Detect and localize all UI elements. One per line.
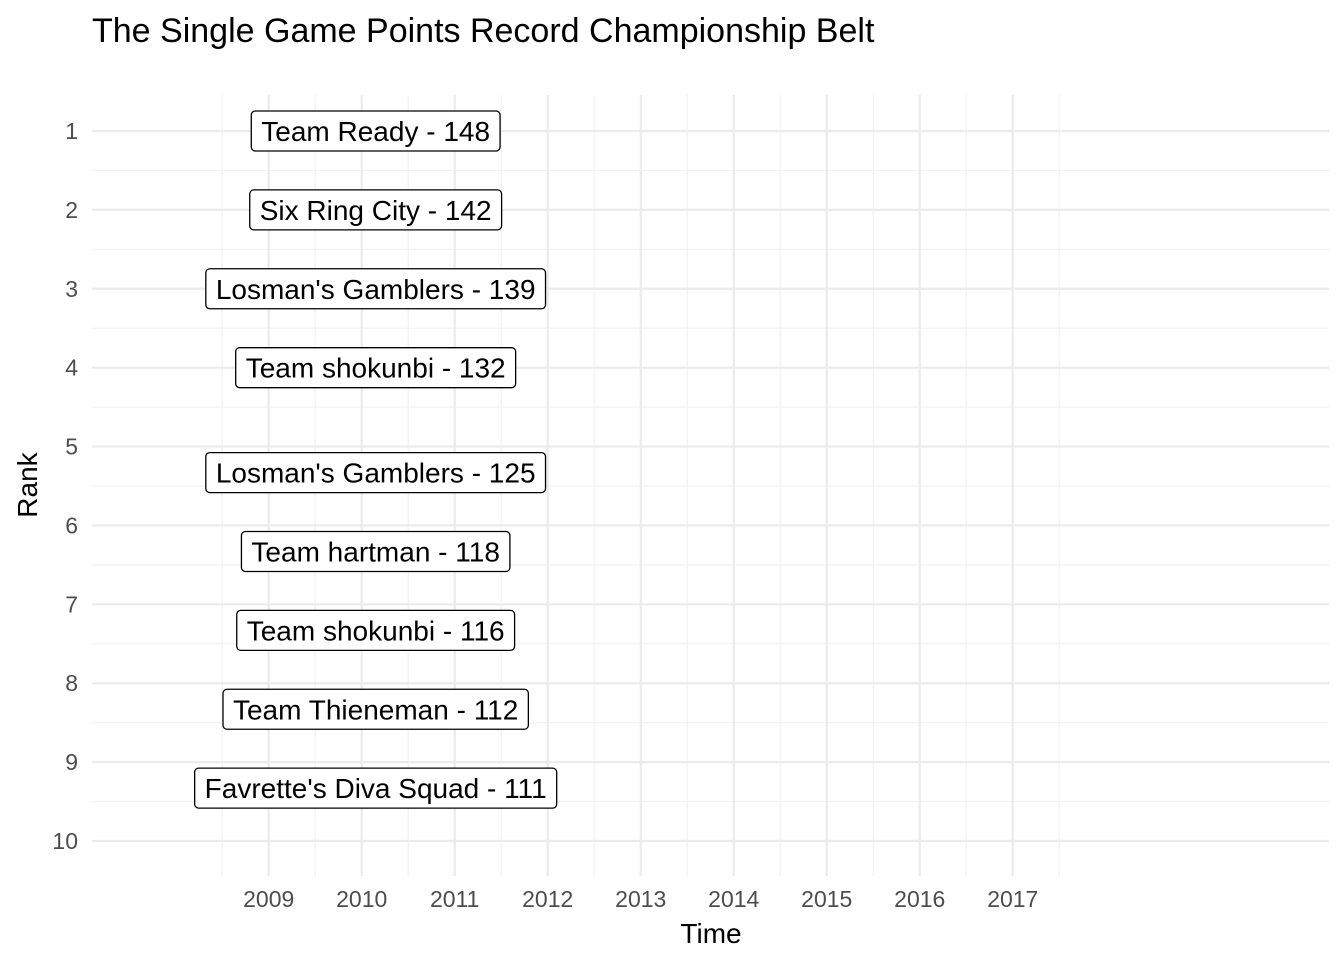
- record-label: Team shokunbi - 132: [235, 347, 517, 389]
- grid-lines: [92, 95, 1329, 876]
- record-label-box: [240, 530, 511, 573]
- y-tick-label: 5: [65, 434, 78, 460]
- y-tick-label: 1: [65, 118, 78, 144]
- y-tick-label: 10: [52, 828, 78, 854]
- record-label-text: Favrette's Diva Squad - 111: [205, 773, 547, 804]
- x-tick-label: 2012: [522, 886, 573, 912]
- record-label-text: Losman's Gamblers - 125: [216, 458, 536, 489]
- record-label: Losman's Gamblers - 139: [205, 268, 547, 310]
- record-label: Team shokunbi - 116: [236, 609, 516, 652]
- y-tick-label: 9: [65, 749, 78, 775]
- chart-title: The Single Game Points Record Championsh…: [92, 12, 875, 50]
- record-label-text: Team shokunbi - 116: [247, 615, 505, 646]
- record-label-box: [236, 609, 516, 652]
- record-label-text: Team Ready - 148: [261, 116, 490, 147]
- y-tick-label: 2: [65, 197, 78, 223]
- x-tick-label: 2010: [336, 886, 387, 912]
- record-label: Team Thieneman - 112: [222, 688, 530, 730]
- record-label-text: Losman's Gamblers - 139: [216, 274, 536, 305]
- x-tick-label: 2011: [430, 886, 479, 912]
- x-tick-label: 2013: [615, 886, 666, 912]
- record-label-box: [250, 110, 501, 152]
- record-label-text: Team Thieneman - 112: [233, 694, 518, 725]
- x-tick-label: 2015: [801, 886, 852, 912]
- x-tick-label: 2016: [894, 886, 945, 912]
- x-tick-label: 2014: [708, 886, 759, 912]
- x-axis-ticks: 2009 2010 2011 2012 2013 2014 2015 2016 2017: [243, 886, 1038, 912]
- record-label-text: Team shokunbi - 132: [246, 353, 506, 384]
- record-label: Team hartman - 118: [240, 530, 511, 573]
- record-label-box: [194, 767, 558, 809]
- y-tick-label: 4: [65, 355, 78, 381]
- record-label: Favrette's Diva Squad - 111: [194, 767, 558, 809]
- x-tick-label: 2017: [987, 886, 1038, 912]
- record-label-box: [249, 189, 503, 231]
- record-label-text: Six Ring City - 142: [260, 195, 492, 226]
- record-label-box: [222, 688, 530, 730]
- record-label-box: [235, 347, 517, 389]
- y-tick-label: 6: [65, 512, 78, 538]
- record-label-box: [205, 451, 547, 494]
- x-axis-title: Time: [680, 918, 741, 949]
- record-label-box: [205, 268, 547, 310]
- record-label: Six Ring City - 142: [249, 189, 503, 231]
- y-tick-label: 8: [65, 670, 78, 696]
- record-label: Team Ready - 148: [250, 110, 501, 152]
- record-labels: Team Ready - 148 Six Ring City - 142 Losma…: [194, 110, 558, 809]
- y-axis-title: Rank: [12, 451, 43, 517]
- record-label-text: Team hartman - 118: [251, 536, 500, 567]
- y-tick-label: 7: [65, 591, 78, 617]
- y-axis-ticks: 1 2 3 4 5 6 7 8 9 10: [52, 118, 78, 854]
- x-tick-label: 2009: [243, 886, 294, 912]
- record-label: Losman's Gamblers - 125: [205, 451, 547, 494]
- y-tick-label: 3: [65, 276, 78, 302]
